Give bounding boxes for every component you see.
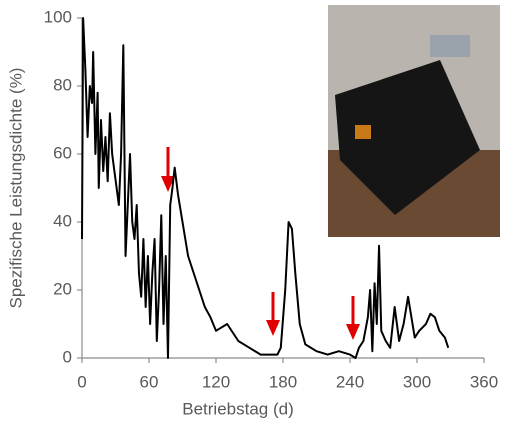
y-tick-label: 0 (63, 347, 72, 366)
x-tick-label: 300 (403, 372, 431, 391)
x-tick-label: 180 (269, 372, 297, 391)
x-tick-label: 0 (77, 372, 86, 391)
x-tick-label: 60 (140, 372, 159, 391)
y-tick-label: 40 (53, 211, 72, 230)
x-tick-label: 240 (336, 372, 364, 391)
x-tick-label: 120 (202, 372, 230, 391)
y-tick-label: 20 (53, 279, 72, 298)
y-tick-label: 100 (44, 7, 72, 26)
arrows (161, 147, 360, 340)
x-tick-label: 360 (470, 372, 498, 391)
x-axis-label: Betriebstag (d) (182, 399, 294, 418)
photo-inset (328, 5, 500, 237)
y-axis-label: Spezifische Leistungsdichte (%) (6, 68, 25, 309)
data-line (81, 17, 450, 359)
y-tick-label: 80 (53, 75, 72, 94)
y-tick-label: 60 (53, 143, 72, 162)
